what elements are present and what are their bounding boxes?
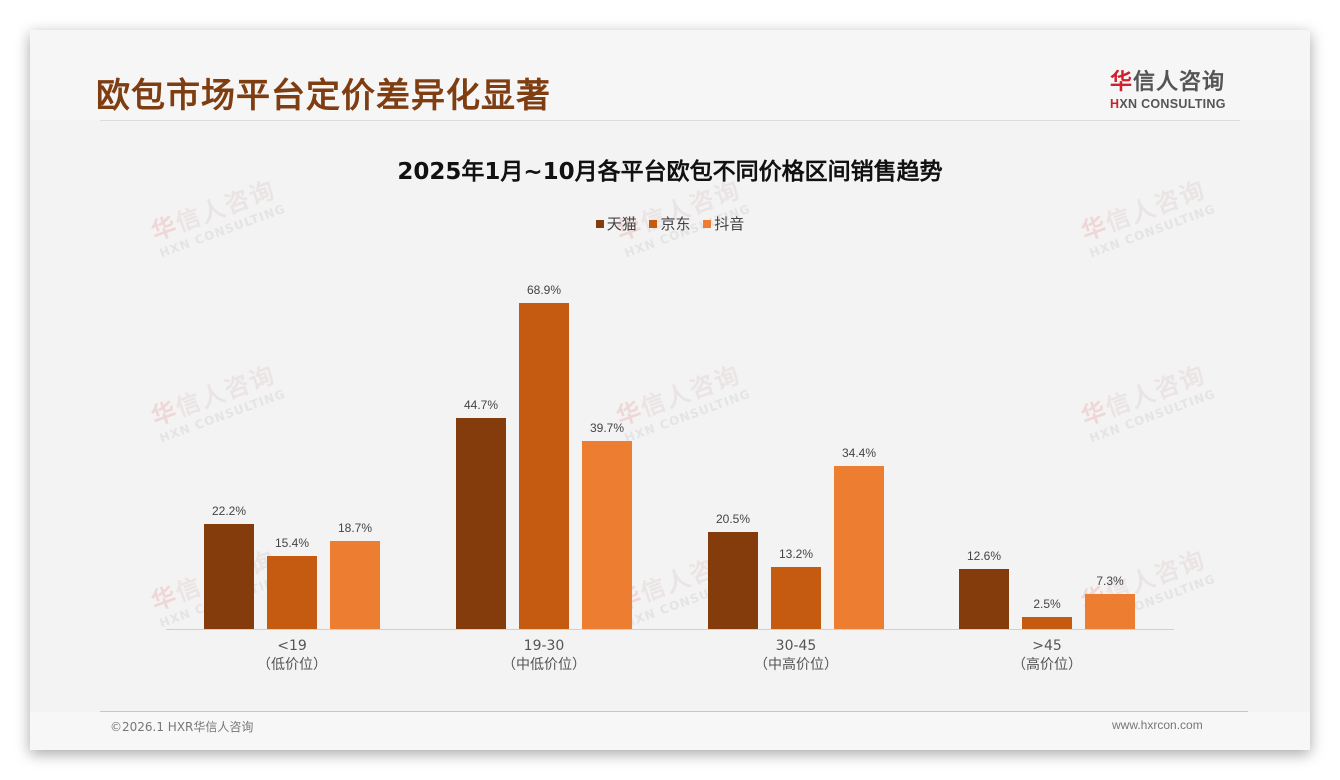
bar-jd bbox=[771, 567, 821, 629]
price-range: <19 bbox=[277, 638, 307, 654]
bar-tmall bbox=[456, 418, 506, 629]
logo-english-rest: XN CONSULTING bbox=[1119, 97, 1226, 111]
bar-douyin bbox=[1085, 594, 1135, 629]
footer-website: www.hxrcon.com bbox=[1112, 718, 1203, 732]
legend-item-tmall: 天猫 bbox=[595, 213, 637, 234]
price-tier: （中高价位） bbox=[754, 657, 838, 673]
bar-value-label: 39.7% bbox=[589, 421, 625, 435]
bar-value-label: 18.7% bbox=[337, 521, 373, 535]
bar-value-label: 7.3% bbox=[1096, 574, 1124, 588]
bar-tmall bbox=[959, 569, 1009, 629]
legend-swatch-icon bbox=[703, 219, 712, 228]
bar-value-label: 44.7% bbox=[463, 398, 499, 412]
bar-chart-plot-area: 22.2% 44.7% 20.5% 12.6% 15.4% 68.9% 13.2% 2.5% 1… bbox=[166, 270, 1174, 673]
x-axis-line bbox=[166, 629, 1174, 630]
bar-tmall bbox=[708, 532, 758, 629]
x-axis-category-label: 30-45 （中高价位） bbox=[716, 637, 876, 675]
x-axis-category-label: >45 （高价位） bbox=[967, 637, 1127, 675]
legend-swatch-icon bbox=[595, 219, 604, 228]
chart-title: 2025年1月~10月各平台欧包不同价格区间销售趋势 bbox=[397, 159, 943, 185]
chart-legend: 天猫 京东 抖音 bbox=[30, 213, 1310, 234]
legend-label: 天猫 bbox=[606, 215, 637, 233]
legend-swatch-icon bbox=[649, 219, 658, 228]
price-tier: （中低价位） bbox=[502, 657, 586, 673]
bar-value-label: 34.4% bbox=[841, 446, 877, 460]
bar-douyin bbox=[582, 441, 632, 629]
logo-chinese-rest: 信人咨询 bbox=[1133, 70, 1226, 95]
bar-value-label: 68.9% bbox=[526, 283, 562, 297]
price-range: 30-45 bbox=[775, 638, 817, 654]
bar-value-label: 15.4% bbox=[274, 536, 310, 550]
footer-divider bbox=[100, 711, 1248, 712]
price-range: >45 bbox=[1032, 638, 1062, 654]
bar-douyin bbox=[834, 466, 884, 629]
x-axis-category-label: <19 （低价位） bbox=[212, 637, 372, 675]
bar-tmall bbox=[204, 524, 254, 629]
price-range: 19-30 bbox=[523, 638, 565, 654]
footer-band bbox=[30, 712, 1310, 750]
company-logo: 华信人咨询 HXN CONSULTING bbox=[1110, 64, 1250, 111]
header-divider bbox=[100, 120, 1240, 121]
bar-jd bbox=[519, 303, 569, 629]
bar-value-label: 2.5% bbox=[1033, 597, 1061, 611]
bar-jd bbox=[267, 556, 317, 629]
logo-chinese: 华信人咨询 bbox=[1110, 64, 1250, 96]
bar-jd bbox=[1022, 617, 1072, 629]
bar-value-label: 20.5% bbox=[715, 512, 751, 526]
x-axis-category-label: 19-30 （中低价位） bbox=[464, 637, 624, 675]
logo-accent-char: 华 bbox=[1110, 70, 1134, 95]
page-title: 欧包市场平台定价差异化显著 bbox=[96, 76, 551, 116]
legend-item-jd: 京东 bbox=[649, 213, 691, 234]
header-band bbox=[30, 30, 1310, 120]
bar-douyin bbox=[330, 541, 380, 629]
footer-copyright: ©2026.1 HXR华信人咨询 bbox=[110, 720, 254, 734]
bar-value-label: 13.2% bbox=[778, 547, 814, 561]
bar-value-label: 12.6% bbox=[966, 549, 1002, 563]
logo-english: HXN CONSULTING bbox=[1110, 97, 1250, 111]
legend-item-douyin: 抖音 bbox=[703, 213, 744, 234]
legend-label: 抖音 bbox=[714, 215, 745, 233]
logo-accent-letter: H bbox=[1110, 97, 1120, 111]
bar-value-label: 22.2% bbox=[211, 504, 247, 518]
legend-label: 京东 bbox=[660, 215, 691, 233]
price-tier: （低价位） bbox=[257, 657, 327, 673]
slide: 欧包市场平台定价差异化显著 华信人咨询 HXN CONSULTING 华信人咨询… bbox=[30, 30, 1310, 750]
price-tier: （高价位） bbox=[1012, 657, 1082, 673]
